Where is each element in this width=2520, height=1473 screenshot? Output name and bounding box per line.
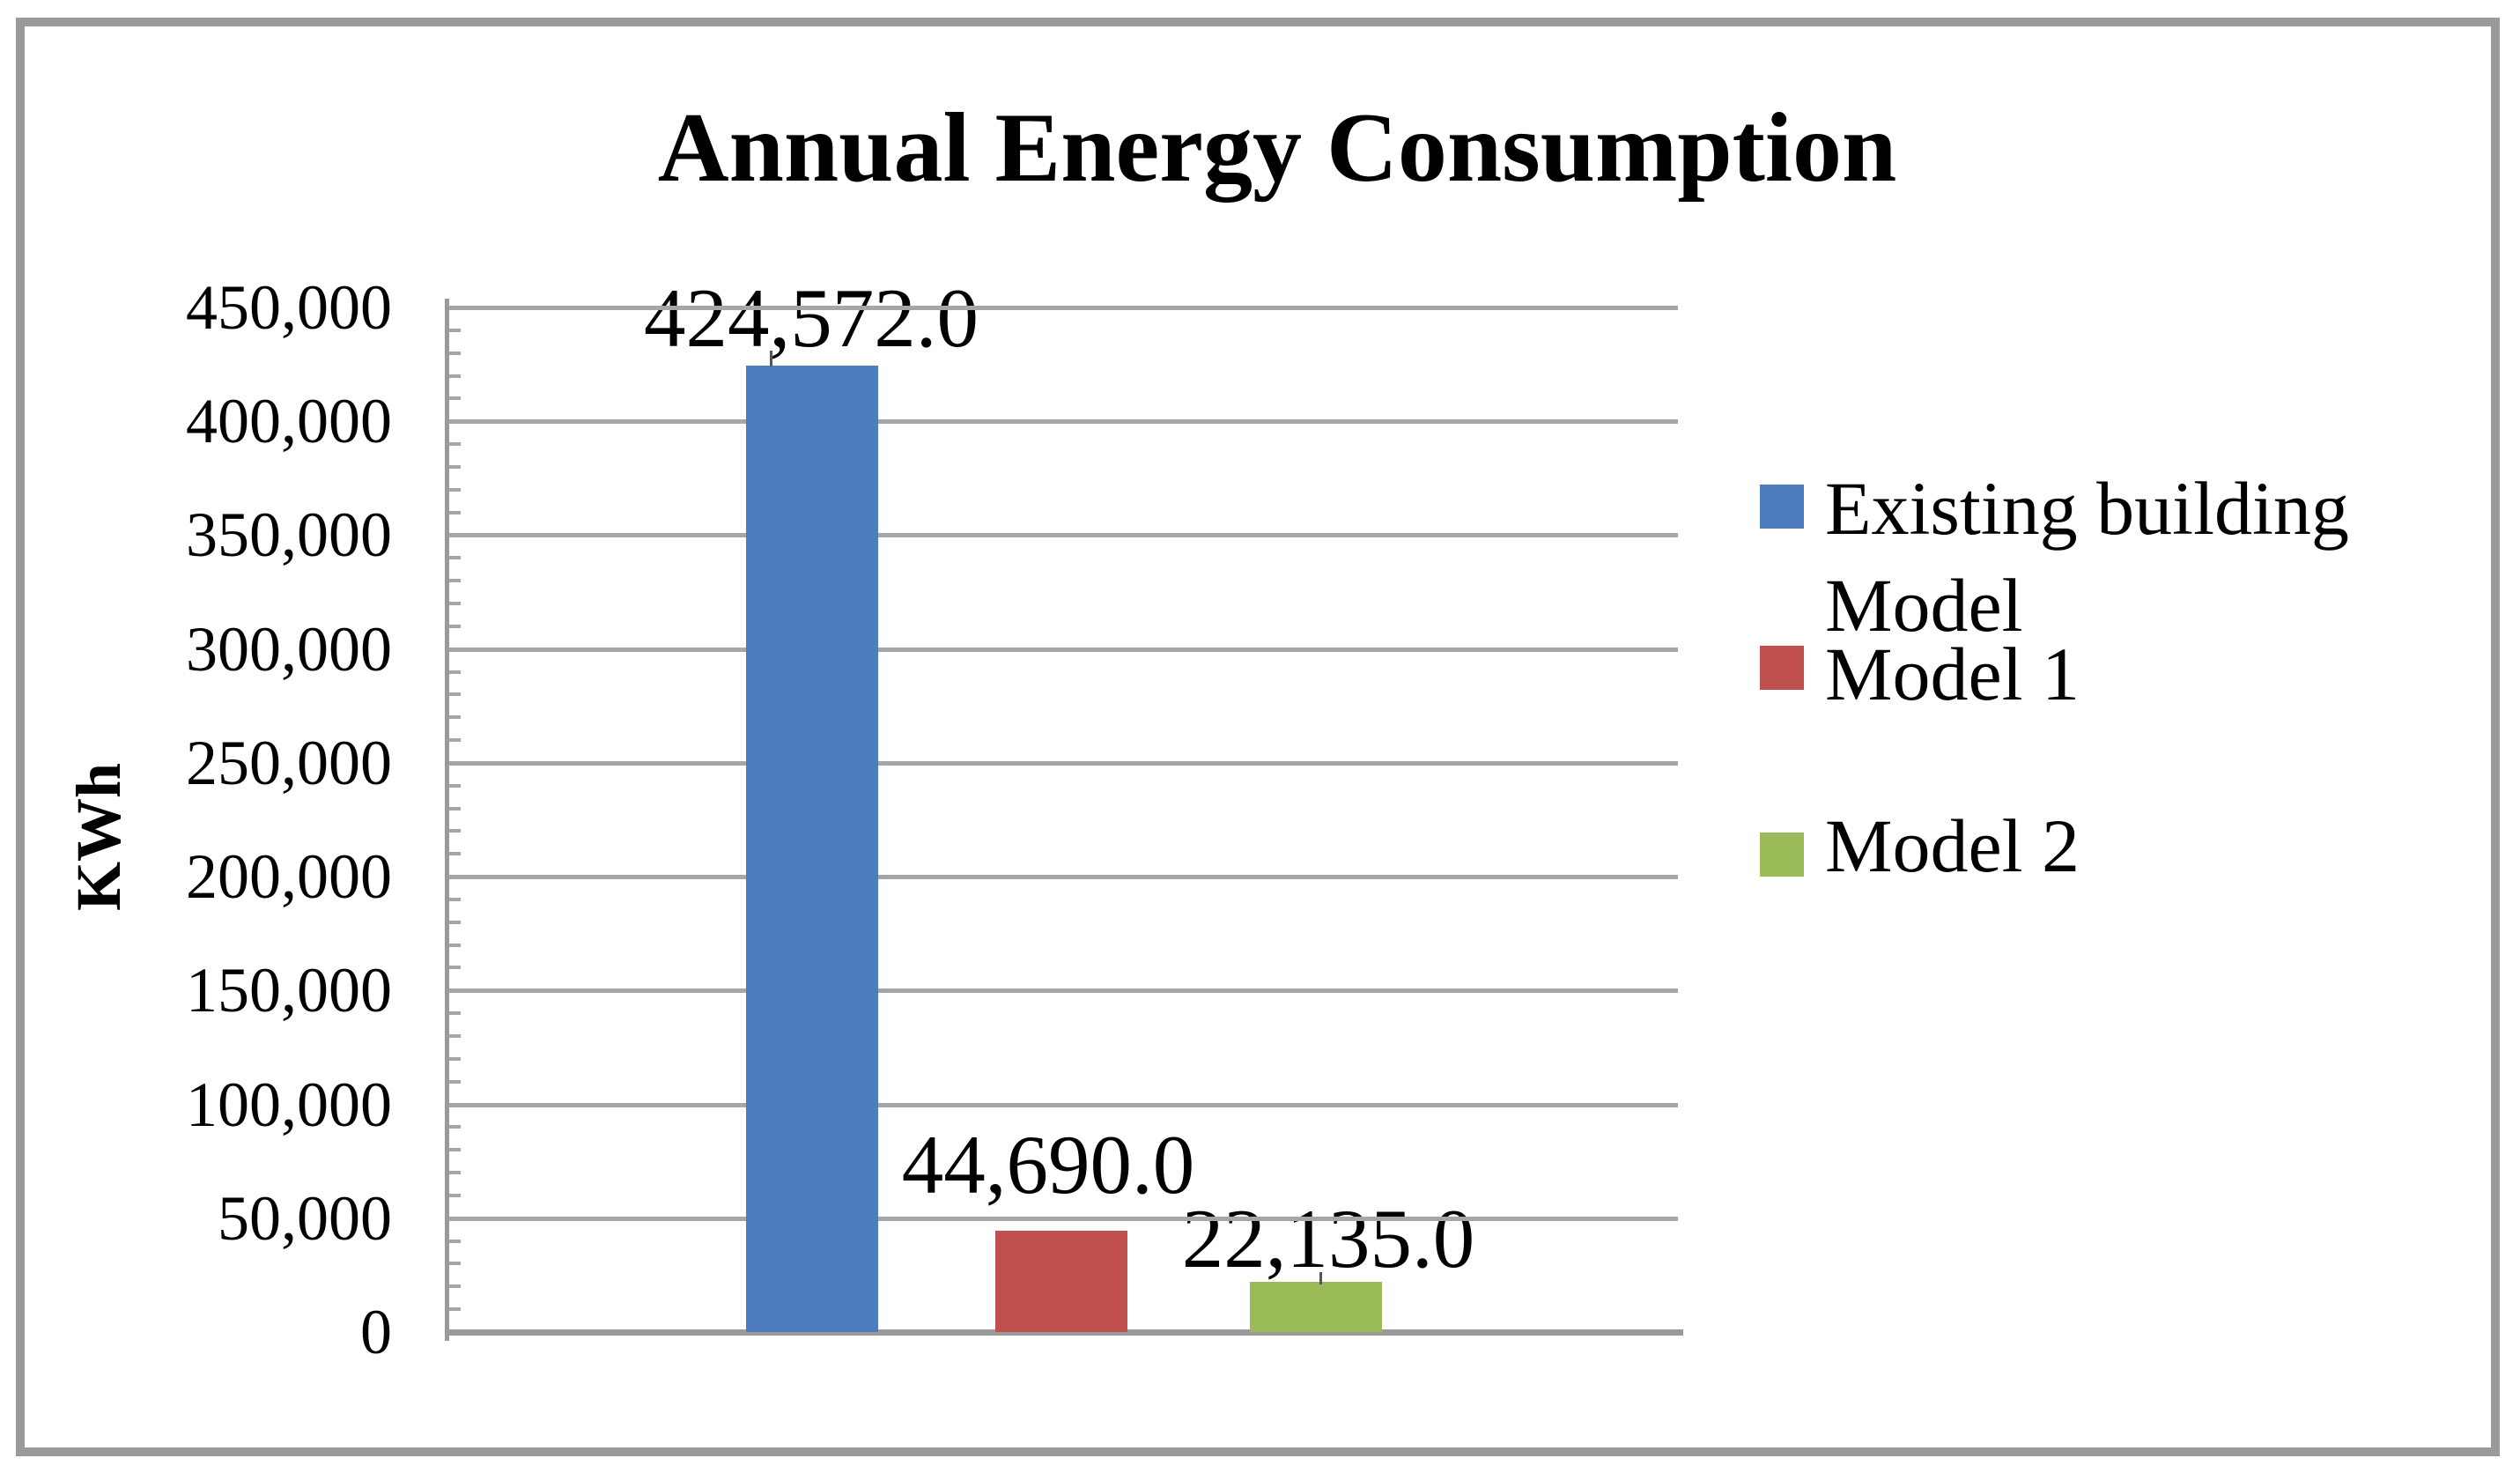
y-axis-tick-label: 150,000: [186, 955, 392, 1026]
y-axis-tick-label: 350,000: [186, 500, 392, 571]
major-gridline: [448, 533, 1678, 538]
data-label-model-2: 22,135.0: [1181, 1192, 1475, 1285]
y-axis-minor-tick: [448, 1193, 461, 1197]
y-axis-minor-tick: [448, 670, 461, 674]
y-axis-minor-tick: [448, 738, 461, 743]
y-axis-minor-tick: [448, 601, 461, 605]
y-axis-minor-tick: [448, 783, 461, 788]
y-axis-minor-tick: [448, 806, 461, 811]
data-label-model-1: 44,690.0: [901, 1118, 1195, 1211]
y-axis-minor-tick: [448, 1239, 461, 1243]
y-axis-minor-tick: [448, 692, 461, 697]
legend-swatch-existing-building: [1760, 485, 1804, 529]
y-axis-minor-tick: [448, 1056, 461, 1061]
y-axis-minor-tick: [448, 487, 461, 492]
y-axis-tick-label: 50,000: [218, 1182, 392, 1254]
major-gridline: [448, 760, 1678, 766]
y-axis-line: [445, 299, 449, 1341]
y-axis-minor-tick: [448, 943, 461, 947]
y-axis-minor-tick: [448, 579, 461, 583]
y-axis-minor-tick: [448, 1171, 461, 1175]
y-axis-minor-tick: [448, 1125, 461, 1129]
y-axis-minor-tick: [448, 1079, 461, 1084]
chart-title: Annual Energy Consumption: [657, 93, 1897, 203]
y-axis-tick-label: 300,000: [186, 613, 392, 685]
major-gridline: [448, 988, 1678, 994]
y-axis-minor-tick: [448, 442, 461, 447]
major-gridline: [448, 1216, 1678, 1221]
y-axis-minor-tick: [448, 556, 461, 560]
y-axis-minor-tick: [448, 1011, 461, 1016]
y-axis-minor-tick: [448, 966, 461, 970]
y-axis-tick-label: 200,000: [186, 841, 392, 913]
y-axis-minor-tick: [448, 920, 461, 924]
bar-existing-building: [746, 365, 878, 1332]
y-axis-minor-tick: [448, 328, 461, 332]
major-gridline: [448, 306, 1678, 310]
y-axis-minor-tick: [448, 396, 461, 401]
y-axis-minor-tick: [448, 715, 461, 720]
y-axis-minor-tick: [448, 1034, 461, 1039]
y-axis-minor-tick: [448, 897, 461, 901]
bar-model-2: [1250, 1281, 1382, 1332]
legend-swatch-model-1: [1760, 646, 1804, 690]
legend-label-model-1: Model 1: [1825, 632, 2080, 716]
y-axis-minor-tick: [448, 510, 461, 514]
major-gridline: [448, 647, 1678, 652]
y-axis-minor-tick: [448, 1284, 461, 1289]
x-axis-line: [445, 1329, 1683, 1336]
legend-label-model-2: Model 2: [1825, 803, 2080, 888]
y-axis-minor-tick: [448, 1262, 461, 1266]
major-gridline: [448, 875, 1678, 880]
legend-swatch-model-2: [1760, 833, 1804, 877]
y-axis-minor-tick: [448, 1148, 461, 1152]
y-axis-tick-label: 100,000: [186, 1069, 392, 1140]
y-axis-minor-tick: [448, 829, 461, 833]
y-axis-tick-label: 250,000: [186, 727, 392, 798]
y-axis-minor-tick: [448, 624, 461, 628]
major-gridline: [448, 419, 1678, 425]
y-axis-minor-tick: [448, 374, 461, 378]
y-axis-minor-tick: [448, 1307, 461, 1312]
data-label-leader-line: [1319, 1272, 1322, 1284]
y-axis-minor-tick: [448, 852, 461, 856]
data-label-existing-building: 424,572.0: [644, 271, 979, 365]
y-axis-tick-label: 450,000: [186, 272, 392, 343]
y-axis-tick-label: 400,000: [186, 386, 392, 457]
major-gridline: [448, 1102, 1678, 1107]
y-axis-minor-tick: [448, 351, 461, 355]
y-axis-minor-tick: [448, 464, 461, 469]
bar-model-1: [995, 1230, 1127, 1332]
legend-label-existing-building: Existing building Model: [1825, 466, 2349, 648]
data-label-leader-line: [770, 351, 772, 366]
y-axis-tick-label: 0: [360, 1297, 392, 1367]
